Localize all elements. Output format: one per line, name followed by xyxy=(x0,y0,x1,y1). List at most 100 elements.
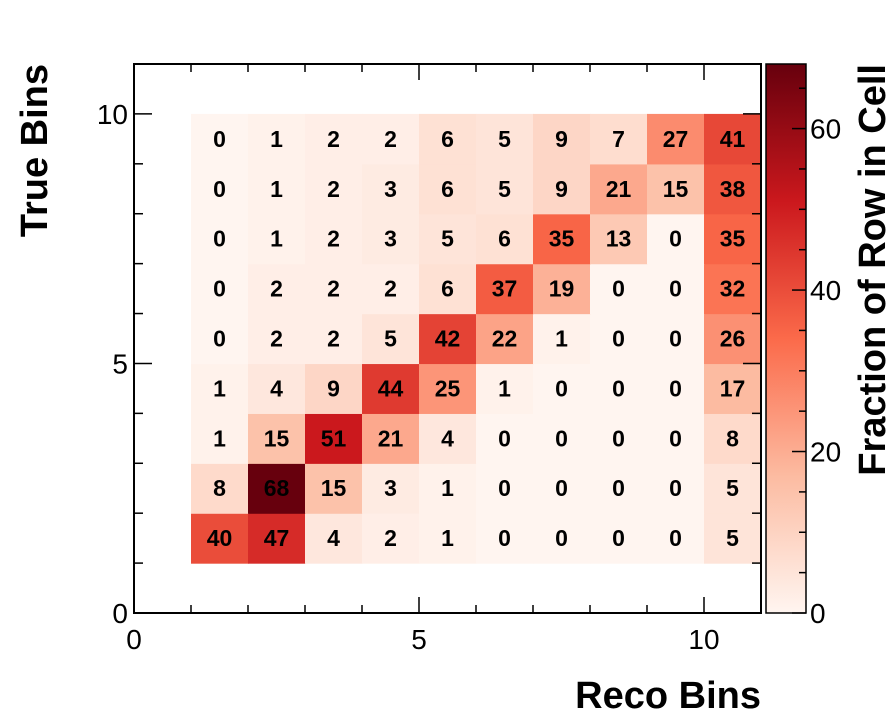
cell-value-label: 40 xyxy=(207,525,233,551)
cell-value-label: 1 xyxy=(555,326,568,352)
colorbar-tick-label: 40 xyxy=(810,275,841,306)
heatmap-cell xyxy=(305,513,363,564)
heatmap-cell xyxy=(647,463,705,514)
heatmap-cell xyxy=(419,413,477,464)
heatmap-cell xyxy=(533,313,591,365)
x-tick-label: 10 xyxy=(688,624,719,655)
cell-value-label: 8 xyxy=(213,475,226,501)
colorbar: 0 20 40 60 xyxy=(765,63,841,629)
heatmap-cell xyxy=(647,313,705,365)
colorbar-tick-label: 0 xyxy=(810,598,826,629)
heatmap-cell xyxy=(704,313,762,365)
cell-value-label: 6 xyxy=(498,226,511,252)
cell-value-label: 25 xyxy=(435,375,461,401)
cell-value-label: 15 xyxy=(264,425,290,451)
heatmap-cell xyxy=(476,413,534,464)
cell-value-label: 0 xyxy=(612,326,625,352)
cell-value-label: 19 xyxy=(549,276,575,302)
heatmap-cell xyxy=(191,213,249,265)
cell-value-label: 0 xyxy=(498,525,511,551)
cell-value-label: 0 xyxy=(213,126,226,152)
heatmap-cell xyxy=(533,463,591,514)
heatmap-cell xyxy=(647,263,705,315)
heatmap-cell xyxy=(248,113,306,165)
cell-value-label: 5 xyxy=(498,176,511,202)
cell-value-label: 4 xyxy=(270,375,283,401)
heatmap-cell xyxy=(476,213,534,265)
cell-value-label: 7 xyxy=(612,126,625,152)
cell-value-label: 0 xyxy=(669,226,682,252)
heatmap-cell xyxy=(533,213,591,265)
heatmap-cell xyxy=(248,413,306,464)
heatmap-cell xyxy=(248,513,306,564)
heatmap-cell xyxy=(362,413,420,464)
heatmap-cell xyxy=(533,263,591,315)
heatmap-cell xyxy=(533,513,591,564)
cell-value-label: 4 xyxy=(441,425,454,451)
cell-value-label: 2 xyxy=(327,126,340,152)
y-tick-label: 0 xyxy=(112,598,128,629)
heatmap-cell xyxy=(704,413,762,464)
heatmap-cell xyxy=(647,513,705,564)
cell-value-label: 0 xyxy=(498,475,511,501)
cell-value-label: 35 xyxy=(549,226,575,252)
heatmap-cell xyxy=(704,363,762,414)
heatmap-cell xyxy=(647,413,705,464)
cell-value-label: 1 xyxy=(270,176,283,202)
heatmap-cell xyxy=(476,363,534,414)
cell-value-label: 1 xyxy=(441,525,454,551)
heatmap-cell xyxy=(419,213,477,265)
heatmap-cell xyxy=(476,463,534,514)
heatmap-cell xyxy=(305,313,363,365)
cell-value-label: 6 xyxy=(441,176,454,202)
heatmap-cell xyxy=(191,463,249,514)
heatmap-cell xyxy=(248,163,306,215)
cell-value-label: 1 xyxy=(270,126,283,152)
heatmap-cell xyxy=(590,313,648,365)
heatmap-cell xyxy=(704,163,762,215)
heatmap-cell xyxy=(704,513,762,564)
cell-value-label: 0 xyxy=(498,425,511,451)
heatmap-cell xyxy=(305,113,363,165)
heatmap-cell xyxy=(533,413,591,464)
x-tick-label: 5 xyxy=(411,624,427,655)
heatmap-cell xyxy=(533,163,591,215)
heatmap-cell xyxy=(419,463,477,514)
heatmap-cell xyxy=(590,413,648,464)
cell-value-label: 5 xyxy=(726,525,739,551)
cell-value-label: 42 xyxy=(435,326,461,352)
heatmap-cell xyxy=(704,463,762,514)
heatmap-cell xyxy=(533,363,591,414)
cell-value-label: 27 xyxy=(663,126,689,152)
cell-value-label: 0 xyxy=(555,475,568,501)
heatmap-cell xyxy=(362,463,420,514)
cell-value-label: 0 xyxy=(669,276,682,302)
cell-value-label: 5 xyxy=(384,326,397,352)
heatmap-cell xyxy=(590,213,648,265)
heatmap-cell xyxy=(191,163,249,215)
heatmap-cell xyxy=(248,263,306,315)
cell-value-label: 1 xyxy=(213,375,226,401)
cell-value-label: 32 xyxy=(720,276,746,302)
heatmap-cell xyxy=(476,163,534,215)
cell-value-label: 9 xyxy=(555,176,568,202)
colorbar-gradient xyxy=(765,63,807,614)
cell-value-label: 3 xyxy=(384,475,397,501)
heatmap-cell xyxy=(419,263,477,315)
heatmap-cell xyxy=(533,113,591,165)
heatmap-cell xyxy=(476,263,534,315)
cell-value-label: 21 xyxy=(378,425,404,451)
cell-value-label: 2 xyxy=(327,276,340,302)
cell-value-label: 15 xyxy=(321,475,347,501)
heatmap-cell xyxy=(419,313,477,365)
cell-value-label: 22 xyxy=(492,326,518,352)
heatmap-cell xyxy=(305,463,363,514)
cell-value-label: 1 xyxy=(213,425,226,451)
heatmap-cell xyxy=(248,363,306,414)
cell-value-label: 1 xyxy=(441,475,454,501)
heatmap-cell xyxy=(590,513,648,564)
cell-value-label: 44 xyxy=(378,375,404,401)
heatmap-cell xyxy=(647,163,705,215)
cell-value-label: 0 xyxy=(612,525,625,551)
